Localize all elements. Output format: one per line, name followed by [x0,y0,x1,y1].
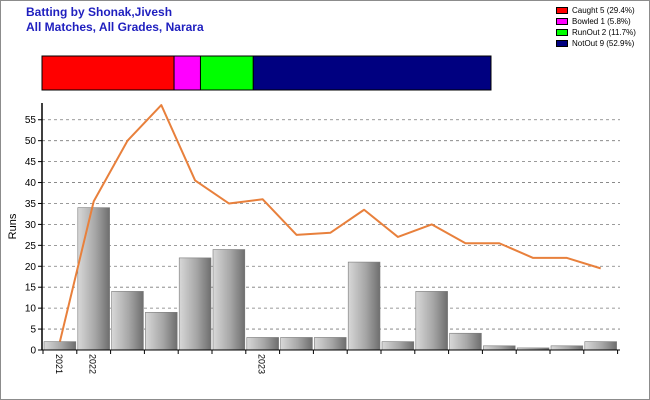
bar-15 [550,345,584,351]
y-tick-label: 10 [25,304,37,315]
chart-subtitle: All Matches, All Grades, Narara [26,20,204,34]
bar-4 [178,257,212,351]
bar-2 [111,291,144,351]
bar-0 [43,341,77,351]
y-tick-label: 35 [25,199,37,210]
y-tick-labels: 0 5 10 15 20 25 30 35 40 45 50 55 [25,115,42,357]
runs-line [58,104,601,342]
y-axis-title: Runs [7,213,19,239]
x-tick-label: 2022 [88,354,98,374]
legend-swatch-notout [556,40,568,47]
x-tick-label: 2021 [54,354,64,374]
bar-9 [347,261,381,351]
dismissal-bar [41,55,492,91]
bar-5 [212,249,246,351]
legend-item-caught: Caught 5 (29.4%) [556,5,636,16]
legend-item-bowled: Bowled 1 (5.8%) [556,16,636,27]
y-tick-label: 55 [25,115,37,126]
legend-label-runout: RunOut 2 (11.7%) [572,28,636,37]
dismissal-segment-runout [199,55,254,91]
bar-12 [449,332,482,351]
chart-title: Batting by Shonak,Jivesh [26,5,173,19]
bar-1 [77,207,110,351]
runs-line-path [58,104,601,342]
legend-item-notout: NotOut 9 (52.9%) [556,38,636,49]
dismissal-segment-bowled [173,55,201,91]
y-tick-label: 50 [25,136,37,147]
y-tick-label: 25 [25,241,37,252]
y-tick-label: 15 [25,283,37,294]
legend: Caught 5 (29.4%) Bowled 1 (5.8%) RunOut … [556,5,636,49]
legend-label-caught: Caught 5 (29.4%) [572,6,635,15]
y-tick-label: 40 [25,178,37,189]
y-tick-label: 45 [25,157,37,168]
grid-lines [42,119,620,330]
y-tick-label: 20 [25,262,37,273]
bar-8 [314,337,347,351]
axes [41,103,620,354]
bar-7 [280,337,313,351]
legend-swatch-bowled [556,18,568,25]
bar-6 [246,337,279,351]
bar-16 [584,341,617,351]
bar-13 [483,345,516,351]
dismissal-segment-notout [252,55,492,91]
bar-10 [381,341,415,351]
legend-swatch-caught [556,7,568,14]
x-tick-label: 2023 [257,354,267,374]
legend-label-bowled: Bowled 1 (5.8%) [572,17,631,26]
bar-3 [145,312,178,351]
legend-item-runout: RunOut 2 (11.7%) [556,27,636,38]
x-tick-labels: 2021 2022 2023 [54,354,267,374]
dismissal-segment-caught [41,55,175,91]
y-tick-label: 5 [30,325,36,336]
legend-swatch-runout [556,29,568,36]
y-tick-label: 0 [30,346,36,357]
legend-label-notout: NotOut 9 (52.9%) [572,39,635,48]
y-tick-label: 30 [25,220,37,231]
bar-11 [415,291,448,351]
bars [43,207,617,351]
